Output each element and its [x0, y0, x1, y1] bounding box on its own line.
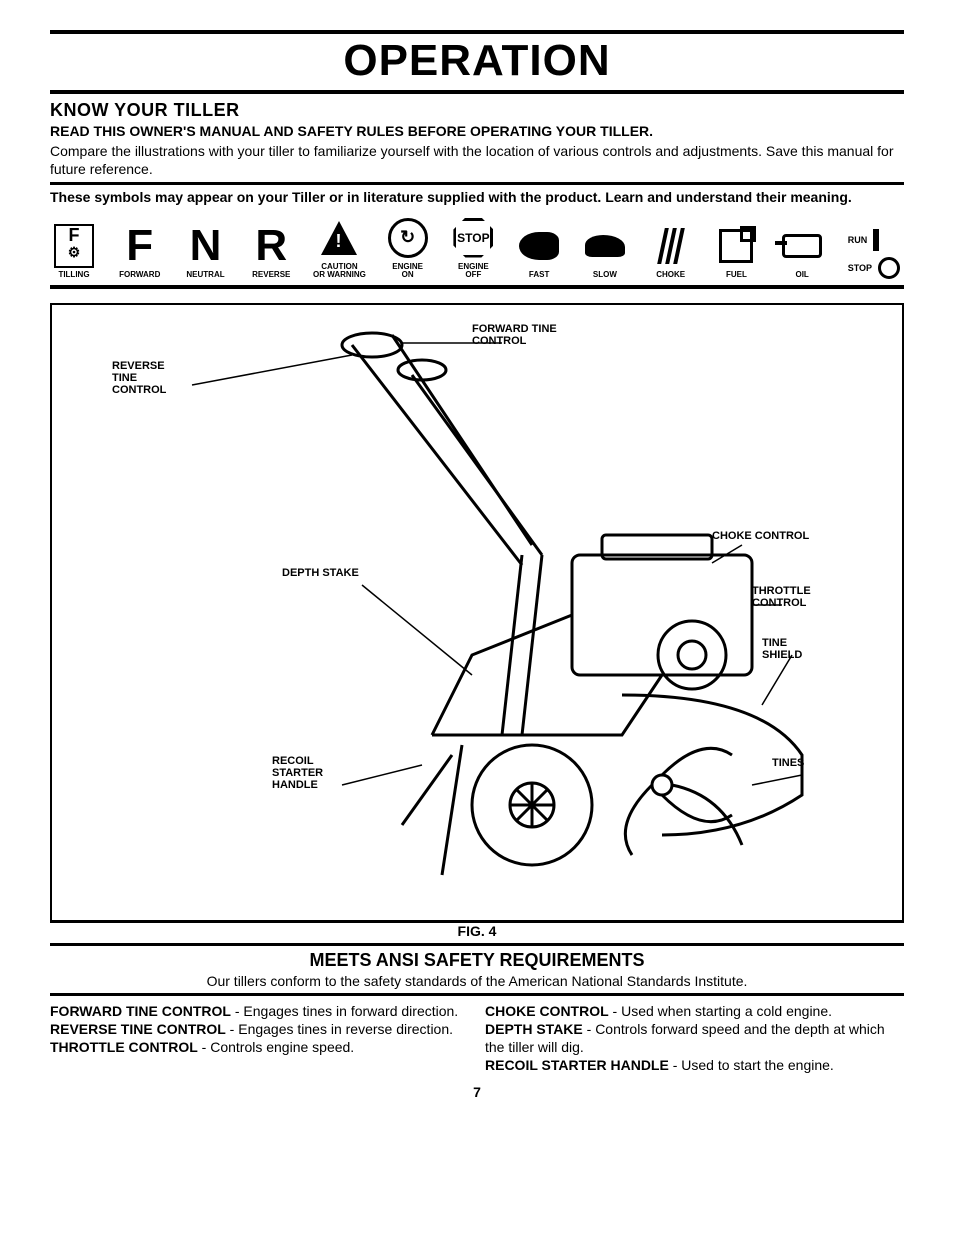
symbol-tilling: F⚙ TILLING [50, 223, 98, 279]
symbol-label: OIL [795, 271, 808, 279]
symbol-label: SLOW [593, 271, 617, 279]
symbol-fuel: FUEL [712, 223, 760, 279]
callout-tines: TINES [772, 757, 804, 769]
rabbit-icon [519, 232, 559, 260]
callout-throttle-control: THROTTLECONTROL [752, 585, 811, 609]
symbol-fast: FAST [515, 223, 563, 279]
engine-on-icon: ↻ [388, 218, 428, 258]
symbol-choke: CHOKE [647, 223, 695, 279]
callout-forward-tine-control: FORWARD TINECONTROL [472, 323, 557, 347]
know-your-tiller-subheading: READ THIS OWNER'S MANUAL AND SAFETY RULE… [50, 123, 904, 139]
callout-choke-control: CHOKE CONTROL [712, 530, 809, 542]
control-throttle: THROTTLE CONTROL - Controls engine speed… [50, 1038, 469, 1056]
callout-depth-stake: DEPTH STAKE [282, 567, 359, 579]
symbol-label: FUEL [726, 271, 747, 279]
page-title: OPERATION [50, 30, 904, 94]
symbol-legend-row: F⚙ TILLING F FORWARD N NEUTRAL R REVERSE… [50, 215, 904, 289]
symbol-label: TILLING [58, 271, 89, 279]
control-depth-stake: DEPTH STAKE - Controls forward speed and… [485, 1020, 904, 1056]
controls-description: FORWARD TINE CONTROL - Engages tines in … [50, 1002, 904, 1075]
symbol-run-stop: RUN STOP [844, 229, 904, 279]
symbol-engine-on: ↻ ENGINEON [384, 215, 432, 279]
ansi-body: Our tillers conform to the safety standa… [50, 973, 904, 996]
symbol-reverse: R REVERSE [247, 223, 295, 279]
symbol-label: REVERSE [252, 271, 290, 279]
symbol-label: NEUTRAL [186, 271, 224, 279]
symbol-caution: CAUTIONOR WARNING [313, 215, 366, 279]
symbol-label: CHOKE [656, 271, 685, 279]
callout-recoil-starter-handle: RECOILSTARTERHANDLE [272, 755, 323, 791]
ansi-heading: MEETS ANSI SAFETY REQUIREMENTS [50, 950, 904, 971]
control-choke: CHOKE CONTROL - Used when starting a col… [485, 1002, 904, 1020]
symbol-label: ENGINEON [392, 263, 423, 279]
oil-icon [782, 234, 822, 258]
page-number: 7 [50, 1084, 904, 1100]
figure-caption: FIG. 4 [50, 921, 904, 946]
choke-icon [661, 228, 681, 264]
control-reverse-tine: REVERSE TINE CONTROL - Engages tines in … [50, 1020, 469, 1038]
symbol-engine-off: STOP ENGINEOFF [449, 215, 497, 279]
symbol-oil: OIL [778, 223, 826, 279]
turtle-icon [585, 235, 625, 257]
know-your-tiller-body: Compare the illustrations with your till… [50, 143, 904, 185]
symbol-label: ENGINEOFF [458, 263, 489, 279]
warning-triangle-icon [321, 221, 357, 255]
symbol-label: FAST [529, 271, 549, 279]
control-recoil-starter: RECOIL STARTER HANDLE - Used to start th… [485, 1056, 904, 1074]
symbol-label: FORWARD [119, 271, 160, 279]
control-forward-tine: FORWARD TINE CONTROL - Engages tines in … [50, 1002, 469, 1020]
symbol-slow: SLOW [581, 223, 629, 279]
symbols-intro: These symbols may appear on your Tiller … [50, 189, 904, 207]
symbol-label: CAUTIONOR WARNING [313, 263, 366, 279]
symbol-neutral: N NEUTRAL [182, 223, 230, 279]
tiller-line-drawing [102, 315, 842, 915]
stop-octagon-icon: STOP [453, 218, 493, 258]
run-bar-icon [873, 229, 879, 251]
symbol-forward: F FORWARD [116, 223, 164, 279]
know-your-tiller-heading: KNOW YOUR TILLER [50, 100, 904, 121]
stop-circle-icon [878, 257, 900, 279]
tiller-diagram: FORWARD TINECONTROL REVERSETINECONTROL D… [50, 303, 904, 923]
fuel-icon [719, 229, 753, 263]
callout-reverse-tine-control: REVERSETINECONTROL [112, 360, 166, 396]
callout-tine-shield: TINESHIELD [762, 637, 802, 661]
